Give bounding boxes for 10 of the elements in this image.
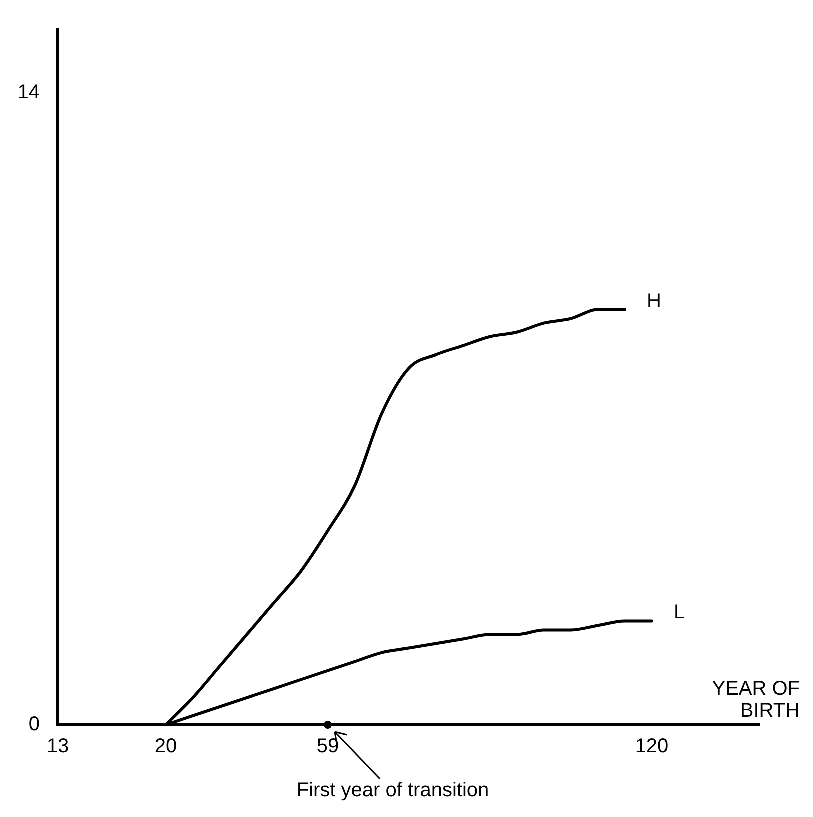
series-label: H (647, 290, 662, 312)
series-label: L (674, 602, 686, 624)
x-tick-label: 59 (316, 736, 340, 758)
annotation: First year of transition (296, 780, 490, 802)
y-tick-label: 0 (28, 714, 40, 736)
x-axis-title: YEAR OF BIRTH (712, 678, 800, 722)
x-tick-label: 20 (154, 736, 178, 758)
x-tick-label: 13 (46, 736, 70, 758)
y-tick-label: 14 (18, 82, 40, 104)
x-tick-label: 120 (635, 736, 669, 758)
